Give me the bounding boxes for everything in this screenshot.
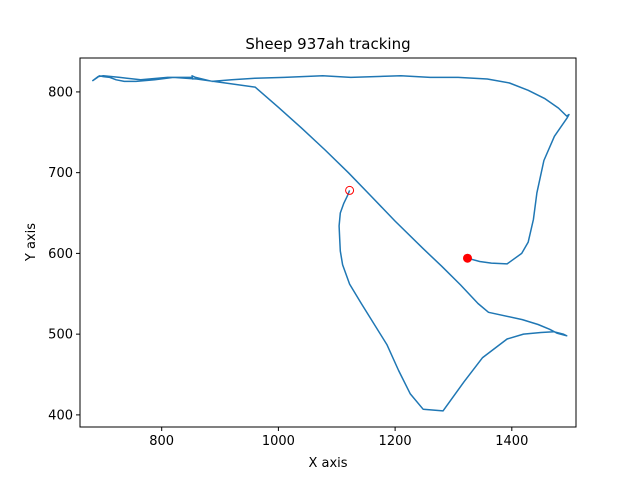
y-tick-label: 600 <box>48 247 73 262</box>
plot-area <box>92 75 570 412</box>
x-tick-label: 1000 <box>262 434 295 449</box>
x-axis-label: X axis <box>308 456 347 471</box>
x-tick-label: 1400 <box>495 434 528 449</box>
x-tick-label: 1200 <box>379 434 412 449</box>
end-marker <box>463 253 472 263</box>
y-tick-label: 400 <box>48 408 73 423</box>
y-axis-ticks: 400 500 600 700 800 <box>48 85 80 423</box>
start-marker <box>345 185 355 195</box>
y-tick-label: 800 <box>48 85 73 100</box>
plot-frame <box>79 57 577 428</box>
y-tick-label: 700 <box>48 166 73 181</box>
x-axis-ticks: 800 1000 1200 1400 <box>149 427 528 449</box>
track-line-0 <box>92 75 570 412</box>
y-tick-label: 500 <box>48 328 73 343</box>
x-tick-label: 800 <box>149 434 174 449</box>
y-axis-label: Y axis <box>24 223 39 262</box>
chart-title: Sheep 937ah tracking <box>245 35 410 53</box>
